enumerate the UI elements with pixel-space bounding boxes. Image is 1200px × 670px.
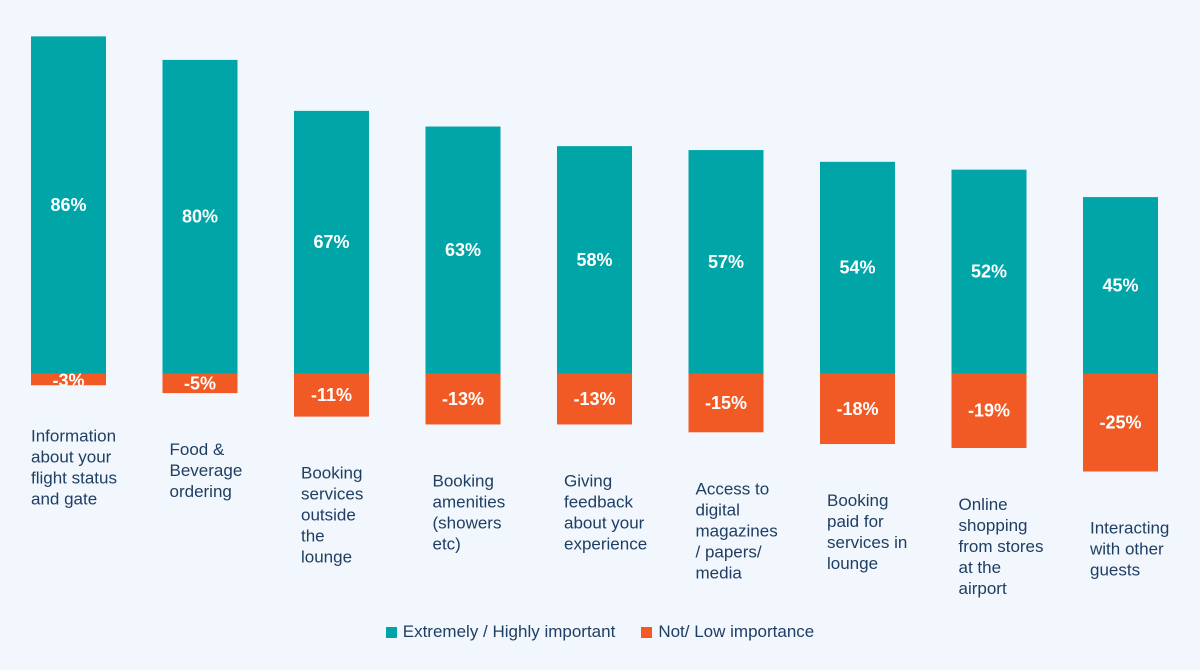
bar-not-important <box>820 373 895 445</box>
category-label-line: about your <box>564 513 645 532</box>
category-label-line: airport <box>959 579 1007 598</box>
legend-label-not-important: Not/ Low importance <box>658 622 815 641</box>
category-label-line: ordering <box>170 482 232 501</box>
data-label-important: 52% <box>971 262 1007 282</box>
bar-not-important <box>1083 373 1158 472</box>
category-label-line: lounge <box>301 548 352 567</box>
bar-important <box>1083 197 1158 374</box>
data-label-important: 80% <box>182 207 218 227</box>
data-label-important: 58% <box>576 250 612 270</box>
category-label: Food & Beverage ordering <box>170 440 243 501</box>
legend-item-not-important: Not/ Low importance <box>641 622 814 642</box>
category-label-line: outside <box>301 506 356 525</box>
data-label-not-important: -5% <box>184 373 216 393</box>
category-label-line: flight status <box>31 468 117 487</box>
bar-not-important <box>294 373 369 417</box>
category-label: Interacting with other guests <box>1089 519 1169 580</box>
bar-important <box>557 146 632 374</box>
legend: Extremely / Highly important Not/ Low im… <box>0 622 1200 642</box>
data-label-important: 45% <box>1102 275 1138 295</box>
data-label-not-important: -15% <box>705 393 747 413</box>
category-label: Online shopping from stores at the airport <box>959 495 1044 598</box>
category-label-line: amenities <box>433 492 506 511</box>
category-label-line: Information <box>31 426 116 445</box>
bar-important <box>162 59 238 374</box>
data-label-not-important: -19% <box>968 401 1010 421</box>
category-label-line: and gate <box>31 489 97 508</box>
legend-swatch-not-important <box>641 626 653 638</box>
data-label-important: 67% <box>313 232 349 252</box>
category-label-line: from stores <box>959 537 1044 556</box>
data-label-important: 86% <box>50 195 86 215</box>
category-label-line: lounge <box>827 554 878 573</box>
category-label-line: Interacting <box>1090 519 1169 538</box>
bar-important <box>820 161 895 374</box>
category-label-line: / papers/ <box>696 542 762 561</box>
data-label-not-important: -25% <box>1099 413 1141 433</box>
bar-important <box>425 126 501 374</box>
category-label: Giving feedback about your experience <box>564 471 647 553</box>
data-label-not-important: -13% <box>573 389 615 409</box>
bar-important <box>688 150 764 374</box>
category-label-line: experience <box>564 534 647 553</box>
data-label-important: 63% <box>445 240 481 260</box>
bar-important <box>31 36 106 374</box>
category-label-line: feedback <box>564 492 633 511</box>
bar-not-important <box>162 373 238 394</box>
category-label-line: magazines <box>696 521 778 540</box>
legend-item-important: Extremely / Highly important <box>385 622 616 642</box>
category-label: Access to digital magazines / papers/media <box>696 479 778 582</box>
category-label-line: (showers <box>433 513 502 532</box>
category-label-line: digital <box>696 500 740 519</box>
bar-not-important <box>425 373 501 425</box>
data-label-not-important: -11% <box>311 385 352 405</box>
bar-not-important <box>688 373 764 433</box>
category-label-line: Food & <box>170 440 225 459</box>
category-label-line: Booking <box>827 491 888 510</box>
category-label-line: media <box>696 563 743 582</box>
category-label-line: Online <box>959 495 1008 514</box>
category-label-line: services in <box>827 533 907 552</box>
category-label-line: Booking <box>433 471 494 490</box>
category-label: Information about your flight status and ga… <box>31 426 117 508</box>
category-label-line: the <box>301 527 325 546</box>
data-label-not-important: -3% <box>52 371 84 391</box>
category-label-line: at the <box>959 558 1002 577</box>
bar-important <box>951 169 1027 374</box>
category-label-line: about your <box>31 447 112 466</box>
category-label-line: Giving <box>564 471 612 490</box>
data-label-not-important: -18% <box>836 399 878 419</box>
bar-important <box>294 110 369 374</box>
data-label-important: 54% <box>839 258 875 278</box>
category-label-line: paid for <box>827 512 884 531</box>
category-label-line: etc) <box>433 534 461 553</box>
data-label-important: 57% <box>708 252 744 272</box>
category-label-line: shopping <box>959 516 1028 535</box>
category-label: Booking paid for services in lounge <box>827 491 907 573</box>
bar-not-important <box>31 373 106 386</box>
data-label-not-important: -13% <box>442 389 484 409</box>
bar-not-important <box>951 373 1027 448</box>
category-label-line: guests <box>1090 561 1140 580</box>
category-label: Booking amenities (showers etc) <box>433 471 506 553</box>
category-label-line: Beverage <box>170 461 243 480</box>
category-label-line: Booking <box>301 464 362 483</box>
category-label: Booking services outside the lounge <box>301 464 363 567</box>
legend-label-important: Extremely / Highly important <box>402 622 616 641</box>
category-label-line: Access to <box>696 479 770 498</box>
category-label-line: services <box>301 485 363 504</box>
bar-not-important <box>557 373 632 425</box>
legend-swatch-important <box>385 626 397 638</box>
bar-chart: 86% -3% Information about your flight status… <box>31 36 1169 598</box>
category-label-line: with other <box>1089 540 1164 559</box>
